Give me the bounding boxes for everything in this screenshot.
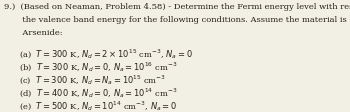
Text: (d)  $T = 400$ K, $N_d = 0$, $N_a = 10^{14}$ cm$^{-3}$: (d) $T = 400$ K, $N_d = 0$, $N_a = 10^{1… (19, 86, 178, 99)
Text: (b)  $T = 300$ K, $N_d = 0$, $N_a = 10^{16}$ cm$^{-3}$: (b) $T = 300$ K, $N_d = 0$, $N_a = 10^{1… (19, 60, 178, 73)
Text: 9.)  (Based on Neaman, Problem 4.58) - Determine the Fermi energy level with res: 9.) (Based on Neaman, Problem 4.58) - De… (4, 3, 350, 11)
Text: (a)  $T = 300$ K, $N_d = 2 \times 10^{15}$ cm$^{-3}$, $N_a = 0$: (a) $T = 300$ K, $N_d = 2 \times 10^{15}… (19, 47, 193, 60)
Text: the valence band energy for the following conditions. Assume the material is Gal: the valence band energy for the followin… (4, 16, 350, 24)
Text: Arsenide:: Arsenide: (4, 29, 63, 37)
Text: (e)  $T = 500$ K, $N_d = 10^{14}$ cm$^{-3}$, $N_a = 0$: (e) $T = 500$ K, $N_d = 10^{14}$ cm$^{-3… (19, 99, 177, 112)
Text: (c)  $T = 300$ K, $N_d = N_a = 10^{15}$ cm$^{-3}$: (c) $T = 300$ K, $N_d = N_a = 10^{15}$ c… (19, 73, 166, 86)
